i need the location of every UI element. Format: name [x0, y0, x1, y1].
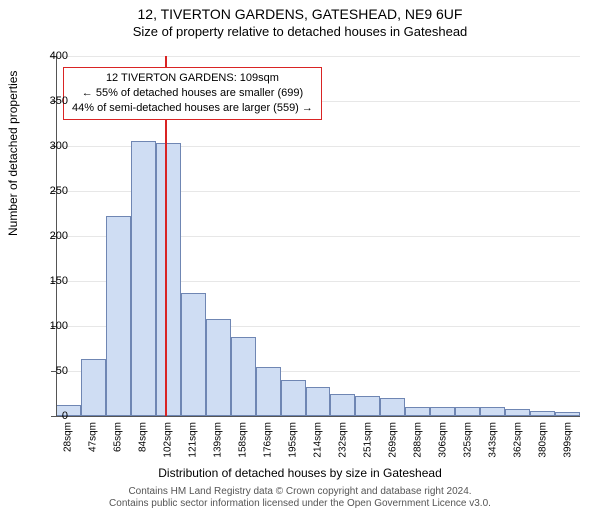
- ytick-label: 350: [28, 95, 68, 107]
- xtick-label: 232sqm: [337, 422, 348, 458]
- histogram-bar: [380, 398, 405, 416]
- x-axis-line: [56, 416, 580, 417]
- xtick-label: 214sqm: [313, 422, 324, 458]
- histogram-plot: 12 TIVERTON GARDENS: 109sqm← 55% of deta…: [56, 56, 580, 416]
- histogram-bar: [156, 143, 181, 416]
- histogram-bar: [505, 409, 530, 416]
- xtick-label: 306sqm: [437, 422, 448, 458]
- histogram-bar: [181, 293, 206, 416]
- xtick-label: 380sqm: [537, 422, 548, 458]
- ytick-label: 200: [28, 230, 68, 242]
- footer-line-1: Contains HM Land Registry data © Crown c…: [0, 486, 600, 497]
- ytick-label: 0: [28, 410, 68, 422]
- histogram-bar: [231, 337, 256, 416]
- xtick-label: 28sqm: [63, 422, 74, 452]
- gridline: [56, 56, 580, 57]
- xtick-label: 251sqm: [362, 422, 373, 458]
- histogram-bar: [206, 319, 231, 416]
- ytick-label: 250: [28, 185, 68, 197]
- ytick-label: 400: [28, 50, 68, 62]
- histogram-bar: [306, 387, 331, 416]
- xtick-label: 65sqm: [113, 422, 124, 452]
- xtick-label: 102sqm: [163, 422, 174, 458]
- annotation-line: 12 TIVERTON GARDENS: 109sqm: [72, 71, 313, 86]
- xtick-label: 47sqm: [88, 422, 99, 452]
- chart-area: 12 TIVERTON GARDENS: 109sqm← 55% of deta…: [56, 56, 580, 416]
- ytick-label: 50: [28, 365, 68, 377]
- xtick-label: 195sqm: [288, 422, 299, 458]
- xtick-label: 139sqm: [213, 422, 224, 458]
- xtick-label: 325sqm: [462, 422, 473, 458]
- xtick-label: 176sqm: [263, 422, 274, 458]
- xtick-label: 121sqm: [188, 422, 199, 458]
- xtick-label: 158sqm: [238, 422, 249, 458]
- histogram-bar: [355, 396, 380, 416]
- ytick-label: 300: [28, 140, 68, 152]
- histogram-bar: [281, 380, 306, 416]
- histogram-bar: [455, 407, 480, 416]
- annotation-line: 44% of semi-detached houses are larger (…: [72, 101, 313, 116]
- histogram-bar: [131, 141, 156, 416]
- xtick-label: 269sqm: [387, 422, 398, 458]
- xtick-label: 288sqm: [412, 422, 423, 458]
- annotation-box: 12 TIVERTON GARDENS: 109sqm← 55% of deta…: [63, 67, 322, 120]
- histogram-bar: [256, 367, 281, 417]
- y-axis-label: Number of detached properties: [6, 71, 20, 236]
- histogram-bar: [480, 407, 505, 416]
- x-axis-label: Distribution of detached houses by size …: [0, 466, 600, 480]
- histogram-bar: [81, 359, 106, 416]
- histogram-bar: [330, 394, 355, 417]
- ytick-label: 100: [28, 320, 68, 332]
- histogram-bar: [405, 407, 430, 416]
- page-subtitle: Size of property relative to detached ho…: [0, 24, 600, 39]
- histogram-bar: [430, 407, 455, 416]
- xtick-label: 343sqm: [487, 422, 498, 458]
- ytick-label: 150: [28, 275, 68, 287]
- annotation-line: ← 55% of detached houses are smaller (69…: [72, 86, 313, 101]
- page-title: 12, TIVERTON GARDENS, GATESHEAD, NE9 6UF: [0, 6, 600, 22]
- xtick-label: 84sqm: [138, 422, 149, 452]
- xtick-label: 399sqm: [562, 422, 573, 458]
- xtick-label: 362sqm: [512, 422, 523, 458]
- histogram-bar: [106, 216, 131, 416]
